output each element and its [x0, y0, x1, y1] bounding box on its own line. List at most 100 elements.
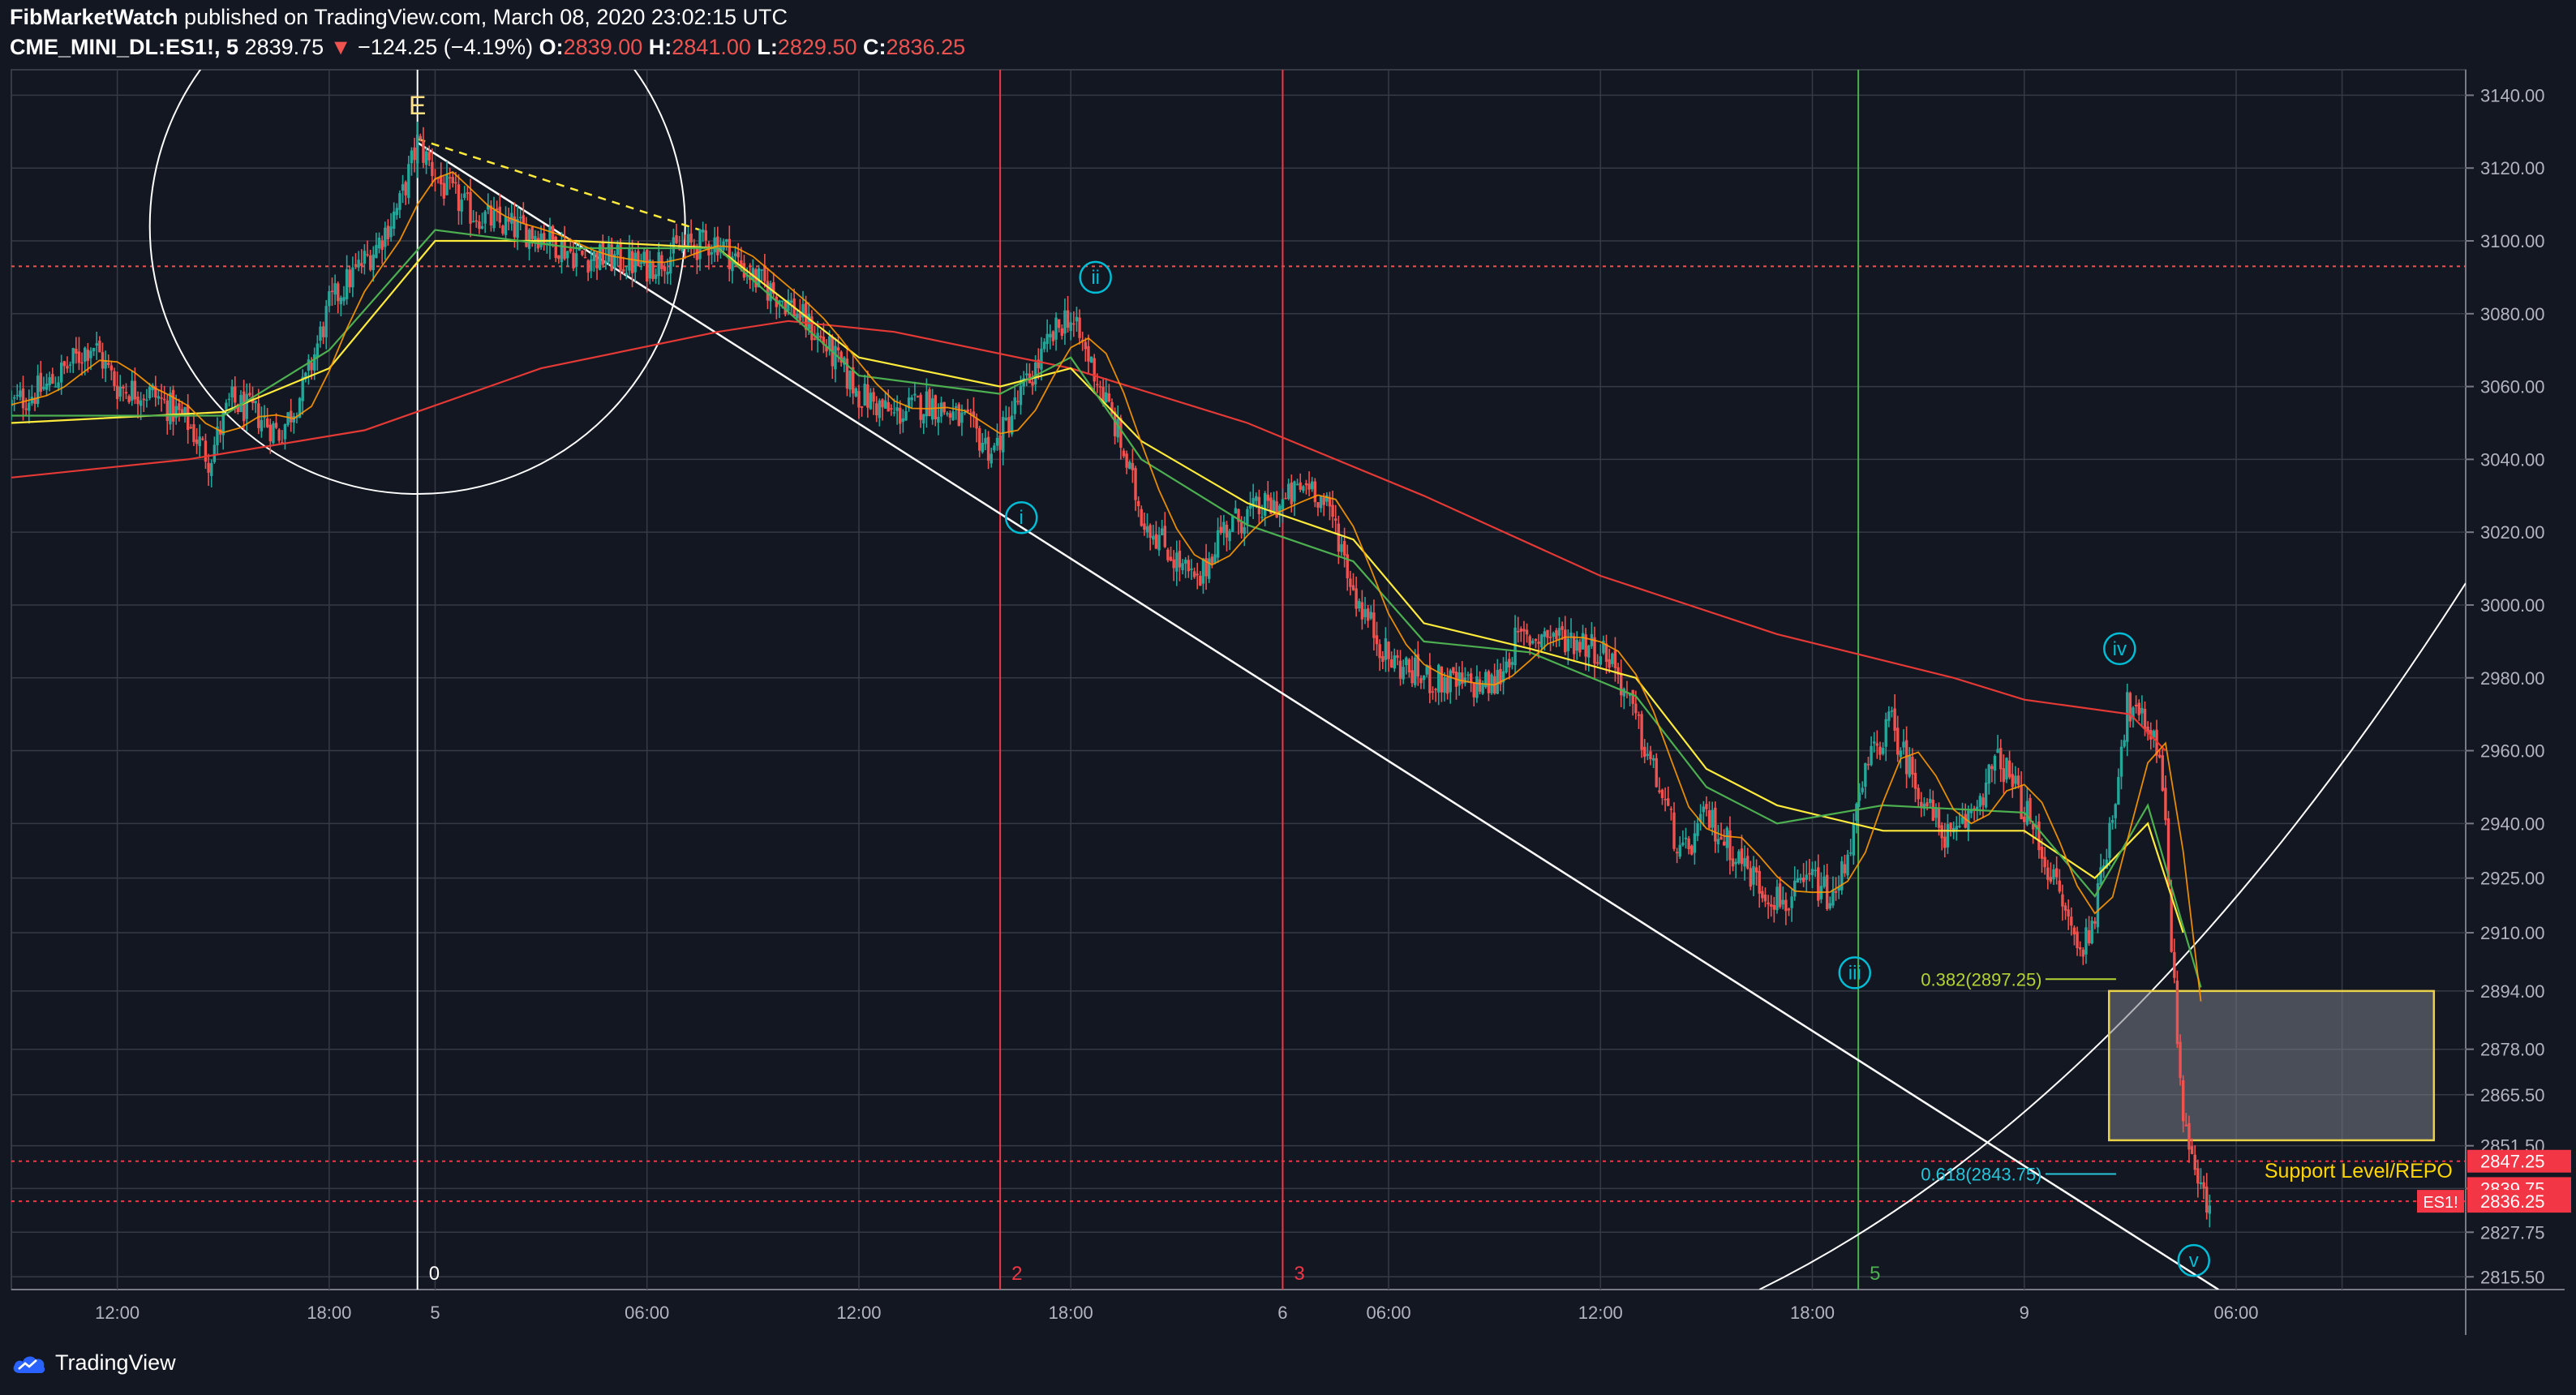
candle	[1128, 460, 1131, 470]
candle-body	[2132, 707, 2135, 719]
candle-body	[834, 346, 837, 370]
candle-body	[895, 407, 899, 411]
price-tag[interactable]: 2836.25 ES1!	[2417, 1190, 2571, 1213]
candle	[716, 226, 719, 262]
x-tick-label: 06:00	[1367, 1303, 1411, 1323]
candle-body	[1125, 453, 1128, 468]
candle-body	[386, 225, 390, 239]
candle-body	[2128, 693, 2132, 722]
candle	[1334, 504, 1337, 534]
cloud-logo-icon	[13, 1356, 45, 1373]
candle	[162, 385, 166, 404]
candle	[142, 394, 145, 412]
candle	[15, 384, 19, 401]
symbol-name[interactable]: CME_MINI_DL:ES1!, 5	[10, 35, 239, 59]
candle	[1705, 796, 1708, 817]
candle-body	[171, 389, 175, 422]
candle-body	[1331, 504, 1334, 517]
candle-body	[816, 333, 819, 341]
author-name[interactable]: FibMarketWatch	[10, 5, 178, 29]
candle	[1613, 637, 1617, 682]
candle-body	[89, 350, 92, 358]
candle-body	[416, 134, 419, 164]
candle-body	[1754, 867, 1758, 873]
candle-body	[2140, 707, 2144, 714]
candle-body	[454, 182, 457, 184]
candle	[1569, 618, 1573, 649]
candle-body	[2166, 818, 2170, 887]
candle-body	[710, 251, 714, 255]
candle	[1084, 337, 1088, 362]
candle-body	[424, 151, 428, 165]
candle-body	[1870, 745, 1873, 766]
ma-200-line	[11, 320, 2166, 752]
candle	[1360, 590, 1364, 630]
candle	[131, 370, 134, 406]
candle	[1964, 803, 1967, 829]
candle-body	[1316, 502, 1320, 508]
candle	[124, 383, 128, 400]
candle	[1772, 896, 1776, 923]
tradingview-brand[interactable]: TradingView	[11, 1346, 176, 1379]
candle-body	[1290, 482, 1294, 504]
candle	[1049, 324, 1052, 350]
candle-body	[995, 437, 999, 446]
candle	[1163, 512, 1166, 548]
candle	[595, 251, 599, 281]
candle-body	[1616, 667, 1620, 675]
candle	[363, 244, 367, 275]
candle-body	[1534, 638, 1538, 642]
candle	[1564, 616, 1567, 656]
candle	[2090, 916, 2093, 945]
candle	[601, 234, 604, 268]
candle	[766, 268, 770, 310]
candle	[28, 389, 31, 424]
candle	[1201, 557, 1205, 594]
candle-body	[1651, 758, 1655, 761]
candle	[881, 398, 884, 421]
candle	[930, 388, 934, 425]
wave-circle	[2177, 1243, 2210, 1277]
price-tag[interactable]: 2847.25	[2467, 1149, 2571, 1173]
candle	[566, 251, 569, 267]
candle-body	[569, 248, 573, 252]
candle	[2002, 754, 2006, 794]
candle-body	[836, 347, 840, 351]
candle-body	[419, 135, 423, 140]
candle	[625, 266, 629, 280]
candle-body	[333, 283, 337, 295]
candle	[118, 375, 122, 401]
candle-body	[2179, 1041, 2182, 1079]
candle-body	[1749, 868, 1753, 887]
candle	[45, 373, 49, 396]
candle	[157, 389, 161, 406]
candle	[371, 246, 375, 282]
candle	[1893, 694, 1896, 742]
candle-body	[480, 225, 484, 229]
candle-body	[1805, 874, 1808, 880]
candle	[563, 225, 566, 261]
candle	[354, 253, 358, 269]
candle-body	[113, 371, 116, 387]
candle	[1866, 756, 1870, 770]
candle	[604, 248, 608, 270]
candle-body	[313, 354, 316, 371]
price-tag-bg	[2467, 1149, 2571, 1173]
candle	[1725, 826, 1728, 861]
candle	[1183, 557, 1187, 578]
candle-body	[1884, 719, 1887, 747]
candle	[763, 254, 766, 288]
candle-body	[1019, 385, 1023, 406]
candle-body	[1145, 526, 1149, 533]
candle	[178, 398, 181, 422]
candle	[386, 219, 390, 246]
candle	[875, 396, 878, 423]
candle-body	[2123, 740, 2126, 747]
candle-body	[178, 403, 181, 410]
candle-body	[2054, 868, 2059, 878]
candle	[1848, 839, 1853, 856]
candle	[1611, 652, 1614, 667]
candle-body	[1716, 839, 1720, 845]
candle	[1016, 390, 1020, 406]
